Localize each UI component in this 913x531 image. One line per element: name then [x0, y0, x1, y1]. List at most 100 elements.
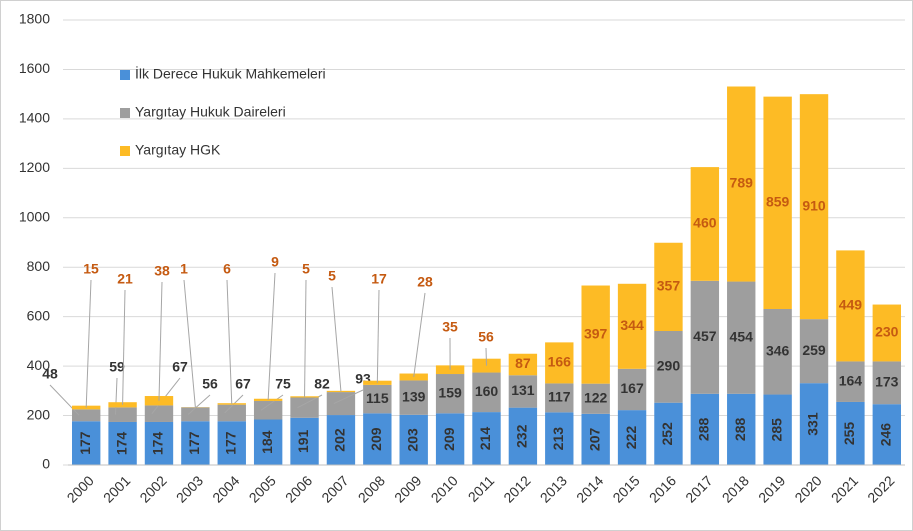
x-tick-label: 2022 [864, 472, 897, 505]
data-label: 184 [259, 430, 275, 454]
data-label: 87 [515, 355, 531, 371]
x-tick-label: 2001 [100, 472, 133, 505]
bar-segment [72, 409, 101, 422]
bar-segment [399, 414, 428, 465]
data-label: 290 [657, 358, 681, 374]
leader-line [158, 281, 163, 401]
data-label: 131 [511, 382, 535, 398]
data-label: 177 [77, 431, 93, 455]
bar-segment [326, 392, 356, 416]
data-label: 346 [766, 342, 790, 358]
legend-swatch [120, 108, 130, 118]
data-label: 75 [275, 376, 291, 392]
y-tick-label: 1800 [19, 11, 50, 27]
bar-segment [617, 410, 647, 465]
leader-line [114, 377, 118, 415]
bar-segment [763, 96, 792, 310]
data-label: 122 [584, 389, 608, 405]
data-label: 910 [802, 197, 826, 213]
data-label: 173 [875, 374, 899, 390]
data-label: 174 [150, 432, 166, 456]
data-label: 246 [878, 423, 894, 447]
bar-segment [727, 393, 756, 465]
leader-line [333, 389, 364, 405]
bar-segment [290, 417, 319, 465]
bar-segment [836, 250, 865, 362]
bar-segment [654, 402, 683, 465]
data-label: 82 [314, 376, 330, 392]
data-label: 344 [620, 317, 644, 333]
y-tick-label: 1000 [19, 208, 50, 224]
bar-segment [108, 407, 137, 422]
y-tick-label: 1400 [19, 110, 50, 126]
bar-segment [545, 412, 574, 465]
x-tick-label: 2006 [282, 472, 315, 505]
bar-segment [472, 372, 501, 413]
bar-segment [472, 358, 501, 373]
bar-segment [399, 380, 428, 415]
legend-label: İlk Derece Hukuk Mahkemeleri [135, 65, 326, 82]
bar-segment [217, 421, 246, 465]
bar-segment [581, 413, 610, 465]
y-tick-label: 800 [27, 258, 51, 274]
data-label: 48 [42, 366, 58, 382]
data-label: 222 [623, 426, 639, 450]
data-label: 5 [302, 261, 310, 277]
data-label: 115 [366, 390, 389, 406]
data-label: 214 [477, 427, 493, 451]
data-label: 139 [402, 388, 426, 404]
data-label: 397 [584, 325, 608, 341]
bar-segment [690, 167, 720, 281]
data-label: 457 [693, 328, 717, 344]
data-label: 6 [223, 261, 231, 277]
bar-segment [872, 361, 901, 405]
leader-line [85, 279, 92, 408]
bar-segment [581, 285, 610, 384]
x-tick-label: 2013 [537, 472, 570, 505]
data-label: 167 [620, 380, 644, 396]
data-label: 252 [659, 422, 675, 446]
bar-segment [654, 331, 683, 403]
leader-line [485, 347, 487, 366]
legend-label: Yargıtay HGK [135, 142, 221, 158]
data-label: 255 [841, 422, 857, 446]
bar-segment [363, 413, 392, 465]
leader-line [260, 394, 284, 411]
data-label: 56 [202, 376, 218, 392]
y-tick-label: 200 [27, 406, 51, 422]
data-label: 202 [332, 428, 348, 452]
data-label: 1 [180, 261, 188, 277]
bar-segment [181, 421, 210, 465]
x-tick-label: 2019 [755, 472, 788, 505]
x-tick-label: 2003 [173, 472, 206, 505]
x-tick-label: 2016 [646, 472, 679, 505]
x-tick-label: 2012 [500, 472, 533, 505]
data-label: 67 [235, 376, 251, 392]
leader-line [304, 279, 307, 397]
data-label: 59 [109, 359, 125, 375]
data-label: 21 [117, 271, 133, 287]
data-label: 9 [271, 254, 279, 270]
data-label: 17 [371, 271, 387, 287]
data-label: 213 [550, 427, 566, 451]
bar-segment [545, 342, 574, 384]
data-label: 230 [875, 324, 899, 340]
bar-segment [217, 404, 246, 422]
x-tick-label: 2011 [465, 472, 498, 505]
leader-line [151, 377, 181, 415]
leader-line [331, 286, 342, 392]
bar-segment [363, 384, 392, 414]
data-label: 288 [696, 418, 712, 442]
y-tick-label: 400 [27, 357, 51, 373]
bar-segment [144, 421, 174, 465]
bar-segment [326, 390, 356, 393]
data-label: 288 [732, 418, 748, 442]
x-tick-label: 2004 [209, 472, 242, 505]
bar-segment [72, 421, 101, 465]
data-label: 177 [186, 431, 202, 455]
bar-segment [108, 421, 137, 465]
bar-segment [253, 419, 283, 465]
bar-segment [508, 375, 538, 408]
bar-segment [363, 380, 392, 385]
